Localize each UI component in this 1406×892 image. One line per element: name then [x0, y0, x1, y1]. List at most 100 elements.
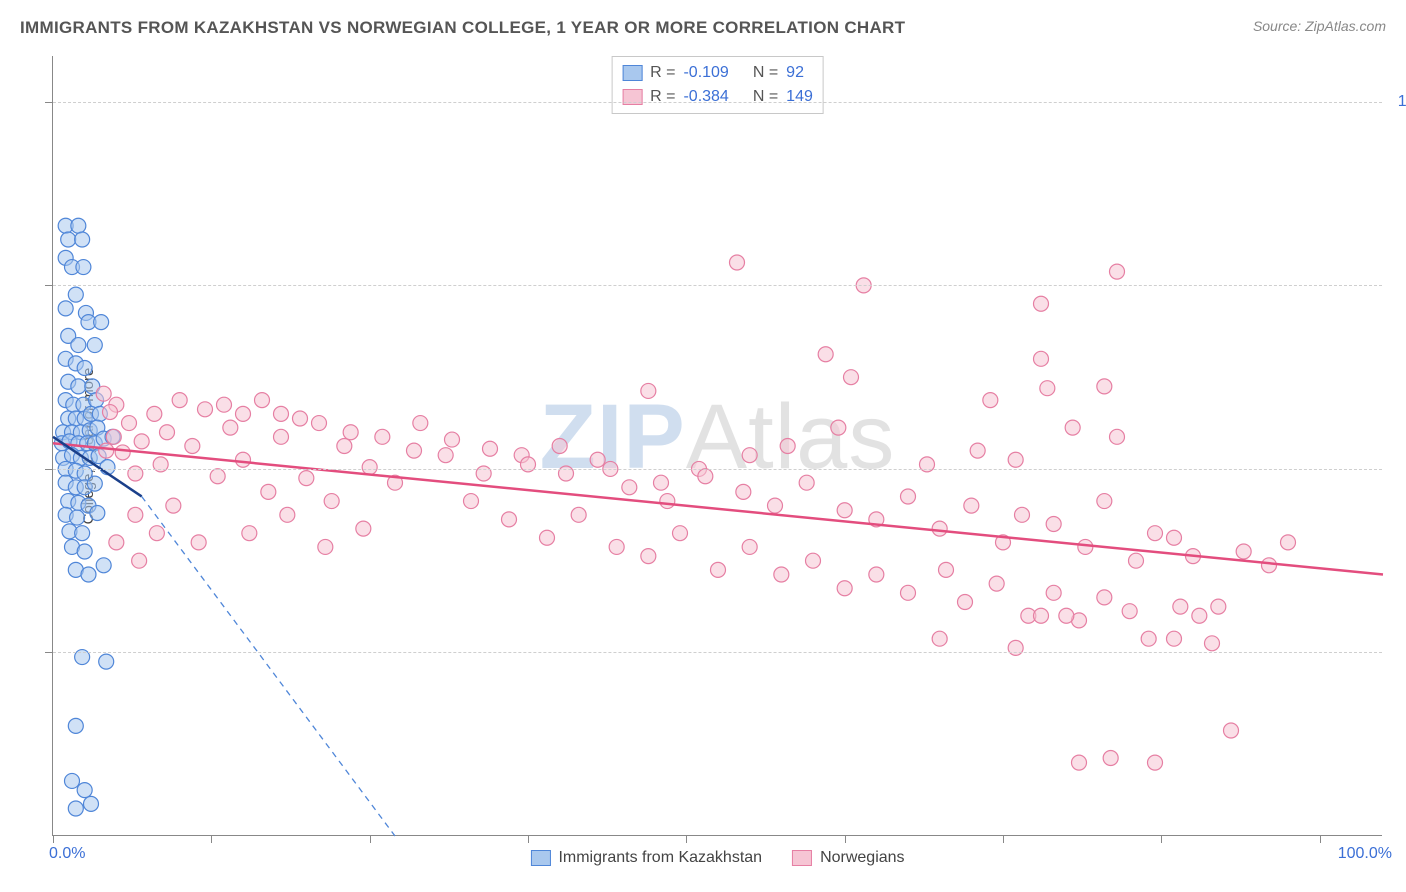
data-point	[68, 718, 83, 733]
data-point	[274, 429, 289, 444]
data-point	[780, 439, 795, 454]
data-point	[660, 494, 675, 509]
data-point	[236, 452, 251, 467]
data-point	[293, 411, 308, 426]
data-point	[1192, 608, 1207, 623]
data-point	[932, 521, 947, 536]
gridline	[53, 102, 1382, 103]
data-point	[844, 370, 859, 385]
y-tick-label: 60.0%	[1392, 460, 1406, 478]
data-point	[132, 553, 147, 568]
data-point	[590, 452, 605, 467]
data-point	[122, 416, 137, 431]
data-point	[343, 425, 358, 440]
data-point	[1097, 494, 1112, 509]
data-point	[1236, 544, 1251, 559]
swatch-series-0	[530, 850, 550, 866]
x-tick	[53, 835, 54, 843]
x-tick	[1003, 835, 1004, 843]
gridline	[53, 469, 1382, 470]
data-point	[799, 475, 814, 490]
data-point	[1148, 526, 1163, 541]
data-point	[1040, 381, 1055, 396]
series-name-0: Immigrants from Kazakhstan	[558, 849, 762, 867]
data-point	[464, 494, 479, 509]
data-point	[94, 315, 109, 330]
y-tick	[45, 285, 53, 286]
data-point	[1122, 604, 1137, 619]
trend-line	[142, 496, 395, 836]
data-point	[87, 476, 102, 491]
data-point	[1015, 507, 1030, 522]
data-point	[1110, 264, 1125, 279]
data-point	[134, 434, 149, 449]
data-point	[210, 469, 225, 484]
data-point	[552, 439, 567, 454]
data-point	[1103, 751, 1118, 766]
series-legend: Immigrants from Kazakhstan Norwegians	[530, 849, 904, 867]
data-point	[837, 503, 852, 518]
y-tick	[45, 102, 53, 103]
data-point	[81, 567, 96, 582]
data-point	[68, 287, 83, 302]
x-tick	[686, 835, 687, 843]
data-point	[1167, 530, 1182, 545]
data-point	[958, 595, 973, 610]
data-point	[1078, 539, 1093, 554]
data-point	[445, 432, 460, 447]
data-point	[1097, 379, 1112, 394]
data-point	[274, 406, 289, 421]
chart-plot-area: ZIPAtlas R = -0.109 N = 92 R = -0.384 N …	[52, 56, 1382, 836]
data-point	[356, 521, 371, 536]
data-point	[1211, 599, 1226, 614]
data-point	[77, 544, 92, 559]
data-point	[1059, 608, 1074, 623]
data-point	[109, 535, 124, 550]
y-tick-label: 40.0%	[1392, 643, 1406, 661]
data-point	[149, 526, 164, 541]
data-point	[75, 526, 90, 541]
data-point	[58, 301, 73, 316]
data-point	[261, 484, 276, 499]
data-point	[299, 471, 314, 486]
data-point	[438, 448, 453, 463]
data-point	[166, 498, 181, 513]
x-tick	[528, 835, 529, 843]
data-point	[198, 402, 213, 417]
data-point	[641, 549, 656, 564]
data-point	[236, 406, 251, 421]
swatch-series-1	[792, 850, 812, 866]
x-tick	[370, 835, 371, 843]
data-point	[806, 553, 821, 568]
data-point	[1167, 631, 1182, 646]
data-point	[901, 489, 916, 504]
data-point	[337, 439, 352, 454]
x-tick-label-min: 0.0%	[49, 845, 85, 863]
data-point	[185, 439, 200, 454]
data-point	[312, 416, 327, 431]
data-point	[837, 581, 852, 596]
data-point	[1141, 631, 1156, 646]
data-point	[77, 361, 92, 376]
data-point	[90, 505, 105, 520]
data-point	[147, 406, 162, 421]
data-point	[223, 420, 238, 435]
data-point	[1065, 420, 1080, 435]
data-point	[99, 654, 114, 669]
trend-line	[53, 443, 1383, 574]
data-point	[609, 539, 624, 554]
data-point	[87, 338, 102, 353]
data-point	[375, 429, 390, 444]
x-tick	[845, 835, 846, 843]
data-point	[1110, 429, 1125, 444]
legend-item-0: Immigrants from Kazakhstan	[530, 849, 762, 867]
y-tick	[45, 469, 53, 470]
data-point	[280, 507, 295, 522]
data-point	[502, 512, 517, 527]
data-point	[77, 783, 92, 798]
data-point	[673, 526, 688, 541]
data-point	[115, 445, 130, 460]
chart-title: IMMIGRANTS FROM KAZAKHSTAN VS NORWEGIAN …	[20, 18, 905, 38]
data-point	[407, 443, 422, 458]
data-point	[96, 558, 111, 573]
